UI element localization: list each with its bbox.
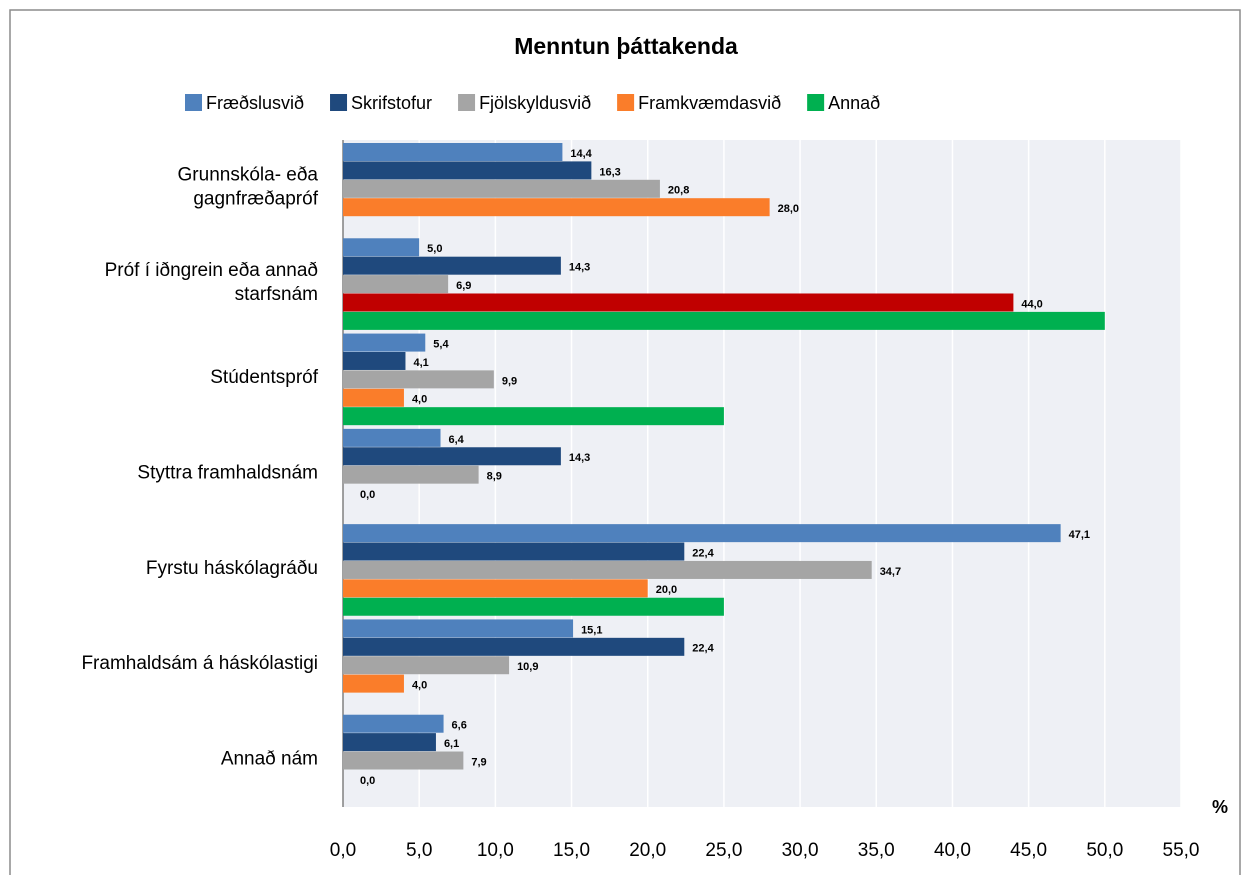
legend-label: Fræðslusvið bbox=[206, 93, 304, 113]
value-label: 6,6 bbox=[452, 720, 467, 732]
value-label: 8,9 bbox=[487, 471, 502, 483]
bar bbox=[343, 333, 426, 352]
x-tick-label: 10,0 bbox=[477, 840, 514, 861]
bar bbox=[343, 370, 494, 389]
value-label: 0,0 bbox=[360, 775, 375, 787]
value-label: 6,4 bbox=[449, 434, 465, 446]
value-label: 44,0 bbox=[1021, 298, 1042, 310]
legend-swatch bbox=[330, 94, 348, 111]
legend-label: Annað bbox=[828, 93, 880, 113]
x-tick-label: 20,0 bbox=[629, 840, 666, 861]
plot-area bbox=[343, 140, 1181, 807]
x-axis-label: % bbox=[1212, 797, 1228, 817]
value-label: 10,9 bbox=[517, 661, 538, 673]
bar bbox=[343, 447, 561, 466]
x-tick-label: 5,0 bbox=[406, 840, 432, 861]
bar bbox=[343, 428, 441, 447]
value-label: 4,1 bbox=[413, 357, 428, 369]
bar bbox=[343, 714, 444, 733]
bar bbox=[343, 179, 660, 198]
bar bbox=[343, 275, 449, 294]
value-label: 0,0 bbox=[360, 489, 375, 501]
value-label: 16,3 bbox=[599, 166, 620, 178]
bar bbox=[343, 656, 510, 675]
value-label: 4,0 bbox=[412, 680, 427, 692]
value-label: 14,3 bbox=[569, 262, 590, 274]
value-label: 6,9 bbox=[456, 280, 471, 292]
bar bbox=[343, 407, 724, 426]
bar bbox=[343, 619, 574, 638]
legend-swatch bbox=[617, 94, 635, 111]
value-label: 28,0 bbox=[778, 203, 799, 215]
bar bbox=[343, 198, 770, 217]
x-tick-label: 35,0 bbox=[858, 840, 895, 861]
value-label: 4,0 bbox=[412, 394, 427, 406]
x-tick-label: 0,0 bbox=[330, 840, 356, 861]
value-label: 14,3 bbox=[569, 452, 590, 464]
value-label: 47,1 bbox=[1069, 529, 1090, 541]
value-label: 20,0 bbox=[656, 584, 677, 596]
bar bbox=[343, 388, 404, 407]
value-label: 5,0 bbox=[427, 243, 442, 255]
bar bbox=[343, 311, 1105, 330]
value-label: 7,9 bbox=[471, 756, 486, 768]
value-label: 22,4 bbox=[692, 643, 714, 655]
bar bbox=[343, 579, 648, 598]
bar bbox=[343, 293, 1014, 312]
y-tick-label: Próf í iðngrein eða annað starfsnám bbox=[105, 260, 318, 305]
bar bbox=[343, 238, 420, 257]
y-tick-label: Framhaldsám á háskólastigi bbox=[81, 653, 318, 674]
x-tick-label: 15,0 bbox=[553, 840, 590, 861]
bar bbox=[343, 143, 563, 161]
bar bbox=[343, 524, 1061, 543]
y-tick-label: Fyrstu háskólagráðu bbox=[146, 558, 318, 579]
bar bbox=[343, 542, 685, 561]
bar bbox=[343, 733, 436, 752]
y-tick-label: Stúdentspróf bbox=[210, 367, 318, 388]
value-label: 14,4 bbox=[570, 148, 592, 160]
x-tick-label: 30,0 bbox=[782, 840, 819, 861]
bar bbox=[343, 597, 724, 616]
value-label: 15,1 bbox=[581, 624, 602, 636]
value-label: 9,9 bbox=[502, 375, 517, 387]
x-tick-label: 55,0 bbox=[1163, 840, 1200, 861]
legend-label: Fjölskyldusvið bbox=[479, 93, 591, 113]
legend-swatch bbox=[185, 94, 202, 111]
y-tick-label: Styttra framhaldsnám bbox=[137, 463, 318, 484]
bar bbox=[343, 161, 592, 180]
bar bbox=[343, 560, 872, 579]
y-tick-label: Grunnskóla- eða gagnfræðapróf bbox=[178, 165, 319, 210]
value-label: 34,7 bbox=[880, 566, 901, 578]
chart-title: Menntun þáttakenda bbox=[514, 33, 738, 59]
bar bbox=[343, 637, 685, 656]
bar bbox=[343, 465, 479, 484]
value-label: 5,4 bbox=[433, 338, 449, 350]
bar bbox=[343, 751, 464, 770]
value-label: 6,1 bbox=[444, 738, 459, 750]
x-tick-label: 25,0 bbox=[705, 840, 742, 861]
x-tick-label: 45,0 bbox=[1010, 840, 1047, 861]
legend-label: Framkvæmdasvið bbox=[638, 93, 781, 113]
legend-swatch bbox=[458, 94, 476, 111]
value-label: 20,8 bbox=[668, 185, 689, 197]
bar bbox=[343, 674, 404, 693]
bar bbox=[343, 351, 406, 370]
y-tick-label: Annað nám bbox=[221, 748, 318, 769]
legend-swatch bbox=[807, 94, 825, 111]
x-tick-label: 50,0 bbox=[1086, 840, 1123, 861]
x-tick-label: 40,0 bbox=[934, 840, 971, 861]
bar bbox=[343, 256, 561, 275]
legend-label: Skrifstofur bbox=[351, 93, 432, 113]
value-label: 22,4 bbox=[692, 547, 714, 559]
